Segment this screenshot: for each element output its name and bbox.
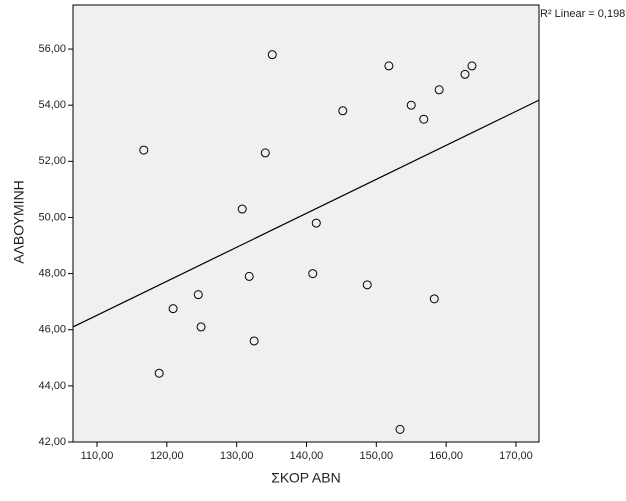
- point: [406, 100, 416, 110]
- point: [311, 218, 321, 228]
- y-tick-label: 50,00: [38, 211, 66, 223]
- point: [384, 61, 394, 71]
- point: [244, 271, 254, 281]
- point: [460, 69, 470, 79]
- y-axis-title: ΑΛΒΟΥΜΙΝΗ: [11, 180, 27, 264]
- x-tick-label: 150,00: [359, 450, 393, 462]
- point: [338, 106, 348, 116]
- x-tick-label: 120,00: [150, 450, 184, 462]
- x-tick-label: 160,00: [429, 450, 463, 462]
- y-tick-label: 42,00: [38, 436, 66, 448]
- plot-area: [72, 4, 540, 443]
- point: [308, 269, 318, 279]
- point: [154, 368, 164, 378]
- point: [434, 85, 444, 95]
- x-tick-label: 130,00: [220, 450, 254, 462]
- point: [467, 61, 477, 71]
- y-tick-label: 48,00: [38, 268, 66, 280]
- point: [395, 424, 405, 434]
- point: [193, 290, 203, 300]
- y-tick-label: 56,00: [38, 43, 66, 55]
- fit-line: [72, 99, 540, 328]
- x-tick-label: 170,00: [499, 450, 533, 462]
- point: [237, 204, 247, 214]
- point: [362, 280, 372, 290]
- y-tick-label: 52,00: [38, 155, 66, 167]
- point: [249, 336, 259, 346]
- point: [168, 304, 178, 314]
- y-tick-label: 44,00: [38, 380, 66, 392]
- y-tick-label: 46,00: [38, 324, 66, 336]
- x-tick-label: 110,00: [81, 450, 114, 462]
- point: [429, 294, 439, 304]
- point: [260, 148, 270, 158]
- x-tick-label: 140,00: [290, 450, 324, 462]
- point: [267, 50, 277, 60]
- point: [419, 114, 429, 124]
- point: [139, 145, 149, 155]
- r-squared-annotation: R² Linear = 0,198: [540, 8, 625, 20]
- point: [196, 322, 206, 332]
- x-axis-title: ΣΚΟΡ ΑΒΝ: [271, 470, 340, 486]
- y-tick-label: 54,00: [38, 99, 66, 111]
